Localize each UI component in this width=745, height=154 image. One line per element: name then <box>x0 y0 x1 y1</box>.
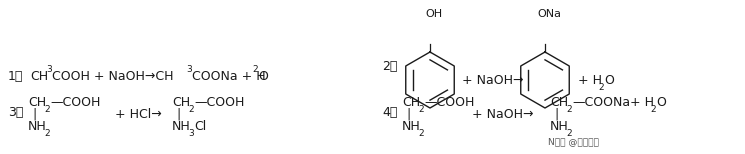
Text: CH: CH <box>402 97 420 109</box>
Text: 3: 3 <box>46 65 51 75</box>
Text: NH: NH <box>550 120 568 132</box>
Text: CH: CH <box>550 97 568 109</box>
Text: + NaOH→: + NaOH→ <box>462 73 524 87</box>
Text: |: | <box>32 107 37 120</box>
Text: COOH + NaOH→CH: COOH + NaOH→CH <box>52 71 174 83</box>
Text: O: O <box>604 73 614 87</box>
Text: NH: NH <box>28 120 47 132</box>
Text: —COOH: —COOH <box>194 97 244 109</box>
Text: 4、: 4、 <box>382 107 397 120</box>
Text: + H: + H <box>630 97 654 109</box>
Text: 3: 3 <box>188 128 194 138</box>
Text: 2: 2 <box>418 105 424 115</box>
Text: Cl: Cl <box>194 120 206 132</box>
Text: 2: 2 <box>566 128 571 138</box>
Text: + H: + H <box>578 73 602 87</box>
Text: NH: NH <box>172 120 191 132</box>
Text: ONa: ONa <box>537 9 561 19</box>
Text: OH: OH <box>425 9 442 19</box>
Text: CH: CH <box>172 97 190 109</box>
Text: |: | <box>554 107 558 120</box>
Text: N头条 @云中教辅: N头条 @云中教辅 <box>548 138 599 146</box>
Text: |: | <box>406 107 410 120</box>
Text: —COONa: —COONa <box>572 97 630 109</box>
Text: 2: 2 <box>418 128 424 138</box>
Text: 3: 3 <box>186 65 191 75</box>
Text: 2: 2 <box>650 105 656 115</box>
Text: —COOH: —COOH <box>424 97 475 109</box>
Text: 2、: 2、 <box>382 61 397 73</box>
Text: 2: 2 <box>598 83 603 91</box>
Text: 2: 2 <box>44 105 50 115</box>
Text: 2: 2 <box>566 105 571 115</box>
Text: 3、: 3、 <box>8 107 23 120</box>
Text: + HCl→: + HCl→ <box>115 107 162 120</box>
Text: |: | <box>176 107 180 120</box>
Text: NH: NH <box>402 120 421 132</box>
Text: 2: 2 <box>44 128 50 138</box>
Text: 2: 2 <box>252 65 258 75</box>
Text: 1、: 1、 <box>8 71 23 83</box>
Text: CH: CH <box>30 71 48 83</box>
Text: O: O <box>656 97 666 109</box>
Text: CH: CH <box>28 97 46 109</box>
Text: 2: 2 <box>188 105 194 115</box>
Text: —COOH: —COOH <box>50 97 101 109</box>
Text: COONa + H: COONa + H <box>192 71 266 83</box>
Text: + NaOH→: + NaOH→ <box>472 107 533 120</box>
Text: O: O <box>258 71 268 83</box>
